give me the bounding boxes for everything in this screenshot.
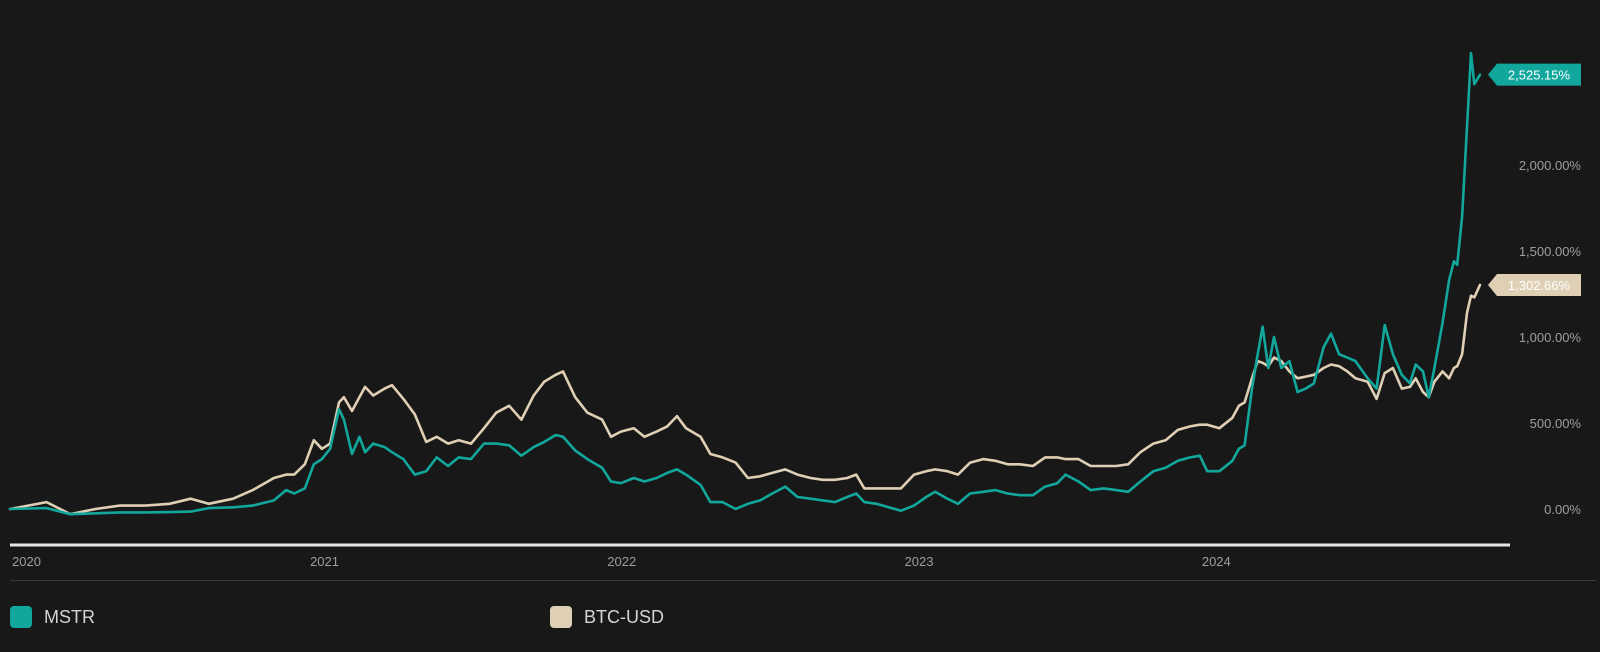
legend-divider [10, 580, 1596, 581]
svg-text:2,525.15%: 2,525.15% [1508, 68, 1571, 83]
y-tick-label: 500.00% [1530, 416, 1582, 431]
legend-item-mstr[interactable]: MSTR [10, 606, 95, 628]
legend-label-btc-usd: BTC-USD [584, 606, 664, 627]
legend-swatch-btc-usd [550, 606, 572, 628]
end-label-mstr: 2,525.15% [1488, 63, 1581, 86]
svg-text:1,302.66%: 1,302.66% [1508, 278, 1571, 293]
series-lines [8, 51, 1482, 516]
end-labels: 2,525.15% 1,302.66% [1488, 63, 1581, 296]
y-tick-label: 1,500.00% [1519, 244, 1582, 259]
end-label-btc-usd: 1,302.66% [1488, 273, 1581, 296]
legend-label-mstr: MSTR [44, 606, 95, 627]
y-tick-label: 0.00% [1544, 502, 1581, 517]
x-axis-ticks: 2020 2021 2022 2023 2024 [12, 554, 1231, 569]
x-tick-label: 2022 [607, 554, 636, 569]
x-tick-label: 2021 [310, 554, 339, 569]
series-line-mstr[interactable] [8, 51, 1482, 516]
y-tick-label: 1,000.00% [1519, 330, 1582, 345]
x-tick-label: 2023 [905, 554, 934, 569]
series-line-btc-usd[interactable] [8, 283, 1482, 516]
y-tick-label: 2,000.00% [1519, 158, 1582, 173]
chart-plot: 0.00%500.00%1,000.00%1,500.00%2,000.00% … [8, 51, 1582, 569]
x-tick-label: 2024 [1202, 554, 1231, 569]
legend-item-btc-usd[interactable]: BTC-USD [550, 606, 664, 628]
x-tick-label: 2020 [12, 554, 41, 569]
legend-swatch-mstr [10, 606, 32, 628]
y-axis-ticks: 0.00% 500.00% 1,000.00% 1,500.00% 2,000.00% [1519, 158, 1582, 517]
